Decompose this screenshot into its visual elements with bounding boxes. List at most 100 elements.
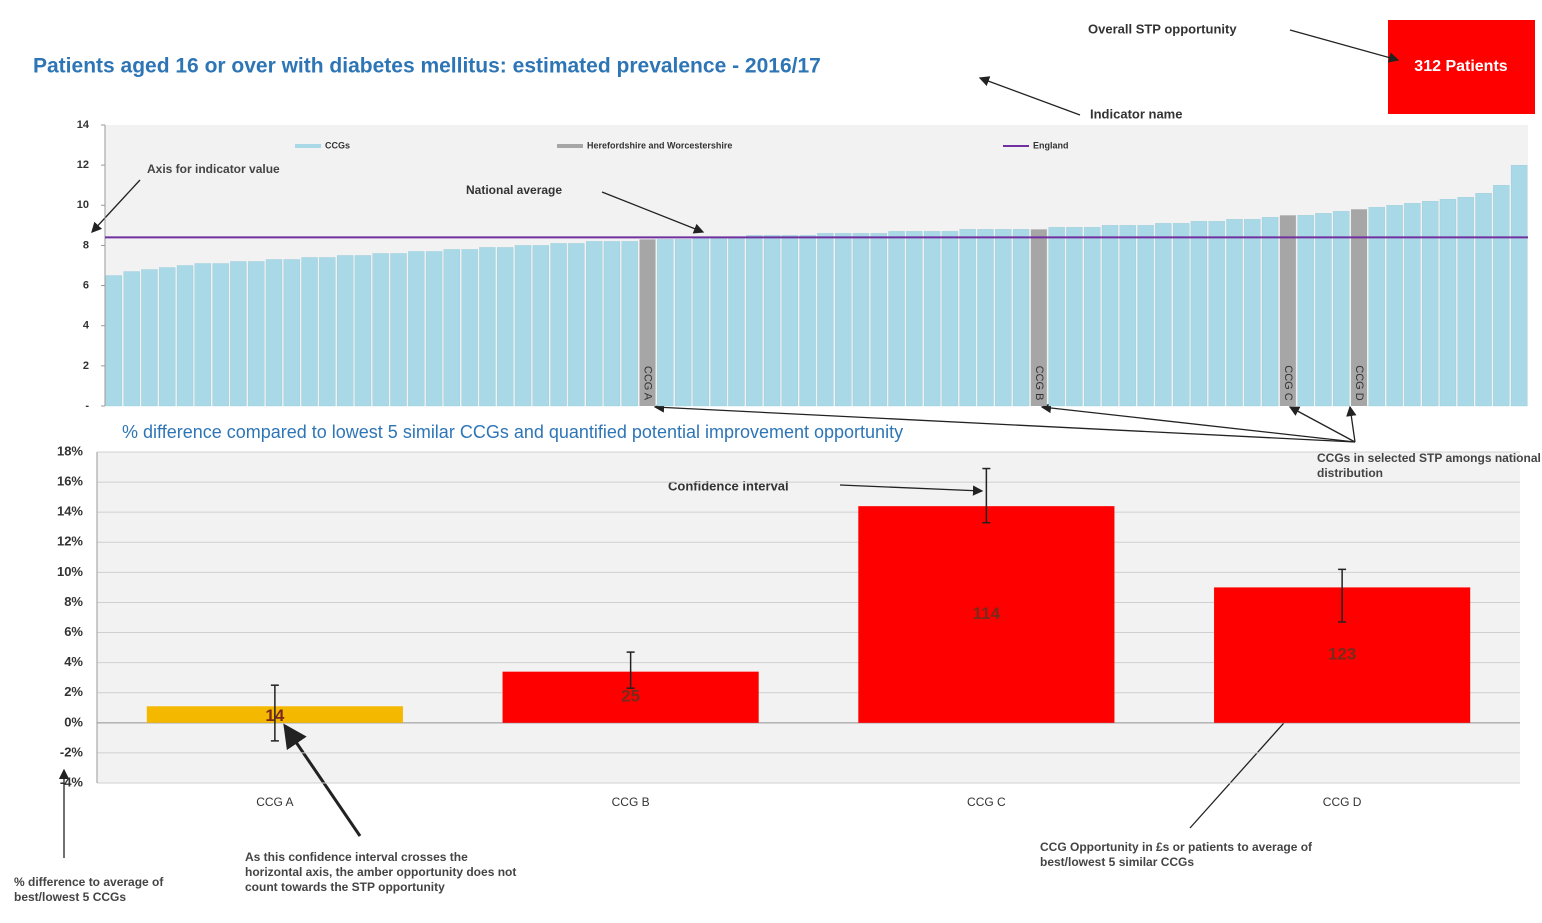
bar: [923, 231, 941, 407]
x-tick-label: CCG D: [1323, 795, 1362, 809]
data-label: 114: [973, 604, 1001, 623]
bar: [1261, 217, 1279, 407]
data-label: 14: [265, 706, 284, 725]
bar: [728, 237, 745, 407]
bar: [425, 251, 443, 407]
bar: [1226, 219, 1243, 407]
x-tick-label: CCG B: [1033, 366, 1045, 401]
data-label: 123: [1328, 645, 1356, 664]
annotation: As this confidence interval crosses the …: [245, 850, 517, 894]
bar: [1457, 197, 1474, 407]
y-tick-label: 4%: [64, 654, 83, 669]
plot-area: [105, 125, 1528, 406]
bar: [497, 247, 514, 407]
y-tick-label: 10%: [57, 564, 83, 579]
bar: [603, 241, 621, 407]
y-tick-label: 14%: [57, 504, 83, 519]
bar: [230, 261, 247, 407]
y-tick-label: 2%: [64, 684, 83, 699]
bar: [408, 251, 425, 407]
bar: [105, 275, 123, 407]
bar: [1066, 227, 1083, 407]
bar: [283, 259, 300, 407]
bar: [858, 506, 1115, 723]
bar: [1048, 227, 1065, 407]
bar: [852, 233, 870, 407]
bar: [176, 265, 194, 407]
bar: [977, 229, 994, 407]
bar: [746, 235, 763, 407]
y-tick-label: -: [85, 400, 89, 412]
bar: [354, 255, 372, 407]
annotation: National average: [466, 183, 562, 197]
y-tick-label: -2%: [60, 744, 84, 759]
bar: [1368, 207, 1385, 407]
bar: [1493, 185, 1510, 407]
opportunity-box: [1388, 20, 1535, 114]
annotation: % difference to average of best/lowest 5…: [14, 875, 164, 904]
y-tick-label: 0%: [64, 714, 83, 729]
y-tick-label: -4%: [60, 774, 84, 789]
y-tick-label: 16%: [57, 474, 83, 489]
bar: [1475, 193, 1492, 407]
bar: [443, 249, 461, 407]
bar: [301, 257, 318, 407]
y-tick-label: 8%: [64, 594, 83, 609]
y-tick-label: 6%: [64, 624, 83, 639]
y-tick-label: 10: [77, 199, 89, 211]
bar: [906, 231, 923, 407]
bar: [123, 271, 140, 407]
bar: [959, 229, 976, 407]
data-label: 25: [621, 687, 640, 706]
y-tick-label: 14: [77, 119, 90, 131]
bar: [639, 239, 656, 406]
legend-label: England: [1033, 140, 1069, 150]
bar: [141, 269, 158, 407]
bar: [799, 235, 816, 407]
annotation: Overall STP opportunity: [1088, 21, 1237, 36]
bar: [248, 261, 265, 407]
y-tick-label: 6: [83, 279, 89, 291]
bar: [870, 233, 887, 407]
bar: [1351, 209, 1368, 406]
bar: [888, 231, 905, 407]
annotation: CCGs in selected STP amongs national dis…: [1317, 451, 1541, 480]
y-tick-label: 8: [83, 239, 89, 251]
bar: [674, 239, 692, 407]
bar: [159, 267, 176, 407]
y-tick-label: 4: [83, 320, 90, 332]
bar: [336, 255, 354, 407]
bar: [461, 249, 478, 407]
bar: [995, 229, 1012, 407]
bar: [532, 245, 549, 407]
x-tick-label: CCG C: [967, 795, 1006, 809]
bar: [372, 253, 389, 407]
bar: [1333, 211, 1350, 407]
bar: [265, 259, 283, 407]
bar: [1190, 221, 1208, 407]
annotation: Indicator name: [1090, 106, 1182, 121]
bar: [1279, 215, 1296, 406]
bar: [390, 253, 407, 407]
bar: [568, 243, 585, 407]
y-tick-label: 12%: [57, 534, 83, 549]
bar: [941, 231, 959, 407]
bar: [514, 245, 532, 407]
x-tick-label: CCG D: [1353, 365, 1365, 401]
x-tick-label: CCG C: [1282, 365, 1294, 401]
x-tick-label: CCG B: [612, 795, 650, 809]
bar: [763, 235, 781, 407]
annotation: Axis for indicator value: [147, 162, 280, 176]
bar: [1012, 229, 1030, 407]
bar: [1315, 213, 1332, 407]
bar: [1119, 225, 1136, 407]
bar: [835, 233, 852, 407]
y-tick-label: 18%: [57, 443, 83, 458]
bar: [781, 235, 798, 407]
bar: [621, 241, 638, 407]
legend-label: Herefordshire and Worcestershire: [587, 140, 732, 150]
chart-title: Patients aged 16 or over with diabetes m…: [33, 55, 821, 78]
bar: [1084, 227, 1101, 407]
